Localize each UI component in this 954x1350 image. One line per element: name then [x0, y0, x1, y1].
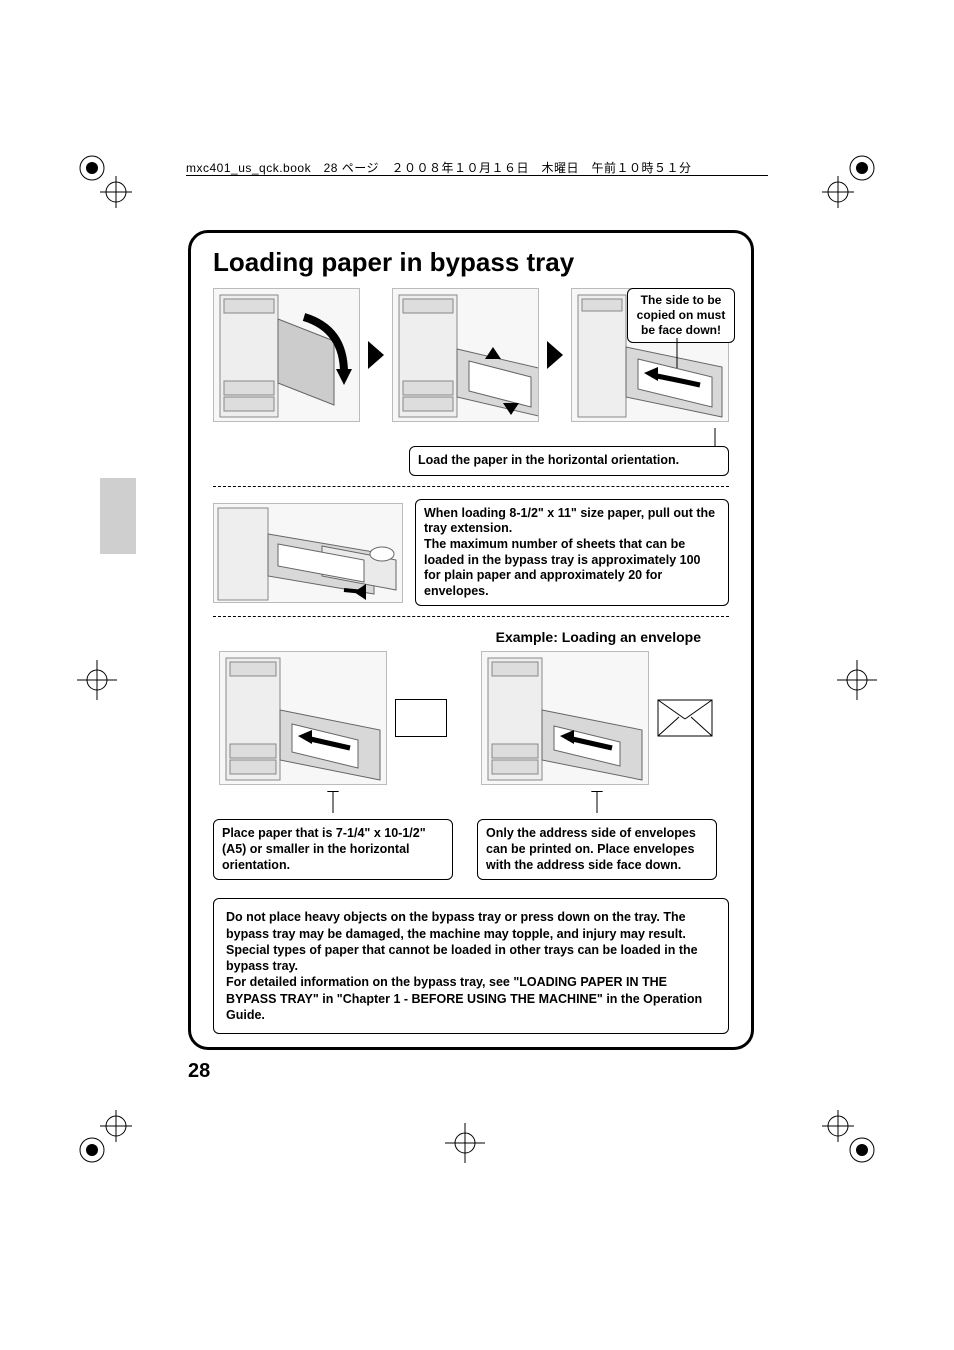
header-meta-text: mxc401_us_qck.book 28 ページ ２００８年１０月１６日 木曜… — [186, 159, 692, 176]
callout-tray-extension: When loading 8-1/2" x 11" size paper, pu… — [415, 499, 729, 607]
crop-mark-icon — [440, 1118, 490, 1168]
paper-icon — [395, 699, 447, 737]
arrow-right-icon — [368, 341, 384, 369]
callout-row — [213, 428, 725, 446]
header-rule — [186, 175, 768, 176]
dashed-divider — [213, 616, 729, 617]
pointer-line — [705, 428, 725, 446]
callout-face-down: The side to be copied on must be face do… — [627, 288, 735, 343]
printer-illustration — [213, 288, 360, 422]
page: mxc401_us_qck.book 28 ページ ２００８年１０月１６日 木曜… — [0, 0, 954, 1350]
pointer-line — [323, 791, 343, 813]
step-3-group: The side to be copied on must be face do… — [571, 288, 729, 422]
step-row-1: The side to be copied on must be face do… — [213, 288, 729, 422]
printer-illustration — [392, 288, 539, 422]
example-a5: Place paper that is 7-1/4" x 10-1/2" (A5… — [213, 651, 453, 880]
example-title: Example: Loading an envelope — [213, 629, 701, 645]
crop-mark-icon — [822, 1110, 882, 1170]
section-tab — [100, 478, 136, 554]
printer-illustration — [481, 651, 649, 785]
printer-illustration — [219, 651, 387, 785]
callout-a5: Place paper that is 7-1/4" x 10-1/2" (A5… — [213, 819, 453, 880]
printer-illustration — [213, 503, 403, 603]
pointer-line — [667, 338, 687, 368]
crop-mark-icon — [72, 148, 132, 208]
page-number: 28 — [188, 1060, 210, 1083]
envelope-icon — [657, 699, 713, 737]
crop-mark-icon — [72, 1110, 132, 1170]
crop-mark-icon — [72, 655, 122, 705]
warning-note: Do not place heavy objects on the bypass… — [213, 898, 729, 1034]
crop-mark-icon — [822, 148, 882, 208]
page-title: Loading paper in bypass tray — [213, 247, 729, 278]
arrow-right-icon — [547, 341, 563, 369]
crop-mark-icon — [832, 655, 882, 705]
step-row-2: When loading 8-1/2" x 11" size paper, pu… — [213, 499, 729, 607]
example-envelope: Only the address side of envelopes can b… — [477, 651, 717, 880]
callout-envelope: Only the address side of envelopes can b… — [477, 819, 717, 880]
dashed-divider — [213, 486, 729, 487]
content-frame: Loading paper in bypass tray — [188, 230, 754, 1050]
pointer-line — [587, 791, 607, 813]
step-row-3: Place paper that is 7-1/4" x 10-1/2" (A5… — [213, 651, 729, 880]
callout-horizontal: Load the paper in the horizontal orienta… — [409, 446, 729, 476]
